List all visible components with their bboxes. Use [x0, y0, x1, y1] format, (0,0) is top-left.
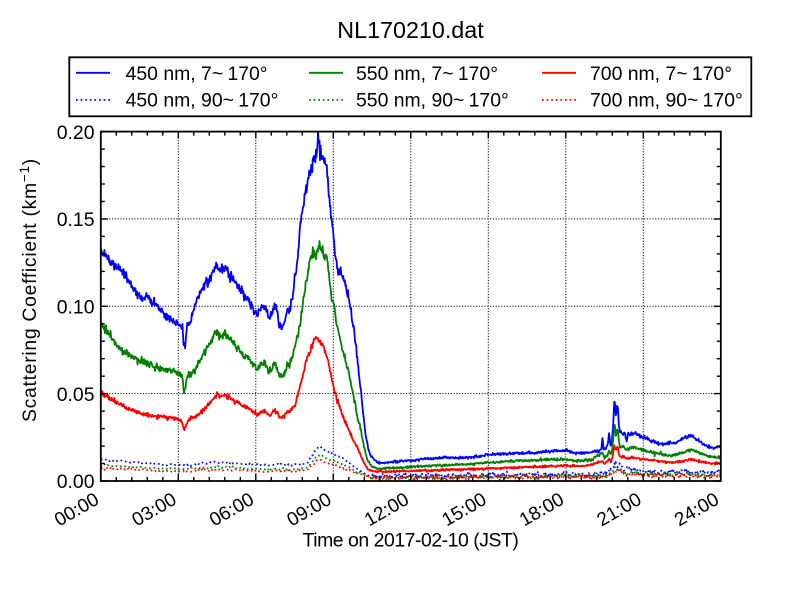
svg-text:700 nm, 90~170°: 700 nm, 90~ 170° — [590, 90, 743, 112]
svg-text:0.10: 0.10 — [57, 297, 95, 319]
svg-text:550 nm, 7~170°: 550 nm, 7~ 170° — [356, 63, 498, 85]
svg-text:Scattering Coefficient (km−1): Scattering Coefficient (km−1) — [17, 158, 41, 422]
svg-text:Time on 2017-02-10 (JST): Time on 2017-02-10 (JST) — [303, 530, 519, 552]
svg-text:NL170210.dat: NL170210.dat — [337, 17, 484, 43]
svg-text:550 nm, 90~170°: 550 nm, 90~ 170° — [356, 90, 509, 112]
svg-text:450 nm, 7~170°: 450 nm, 7~ 170° — [126, 63, 268, 85]
svg-text:0.00: 0.00 — [57, 471, 95, 493]
svg-text:0.05: 0.05 — [57, 384, 95, 406]
svg-text:0.15: 0.15 — [57, 209, 95, 231]
svg-text:0.20: 0.20 — [57, 122, 95, 144]
svg-text:700 nm, 7~170°: 700 nm, 7~ 170° — [590, 63, 732, 85]
svg-text:450 nm, 90~170°: 450 nm, 90~ 170° — [126, 90, 279, 112]
